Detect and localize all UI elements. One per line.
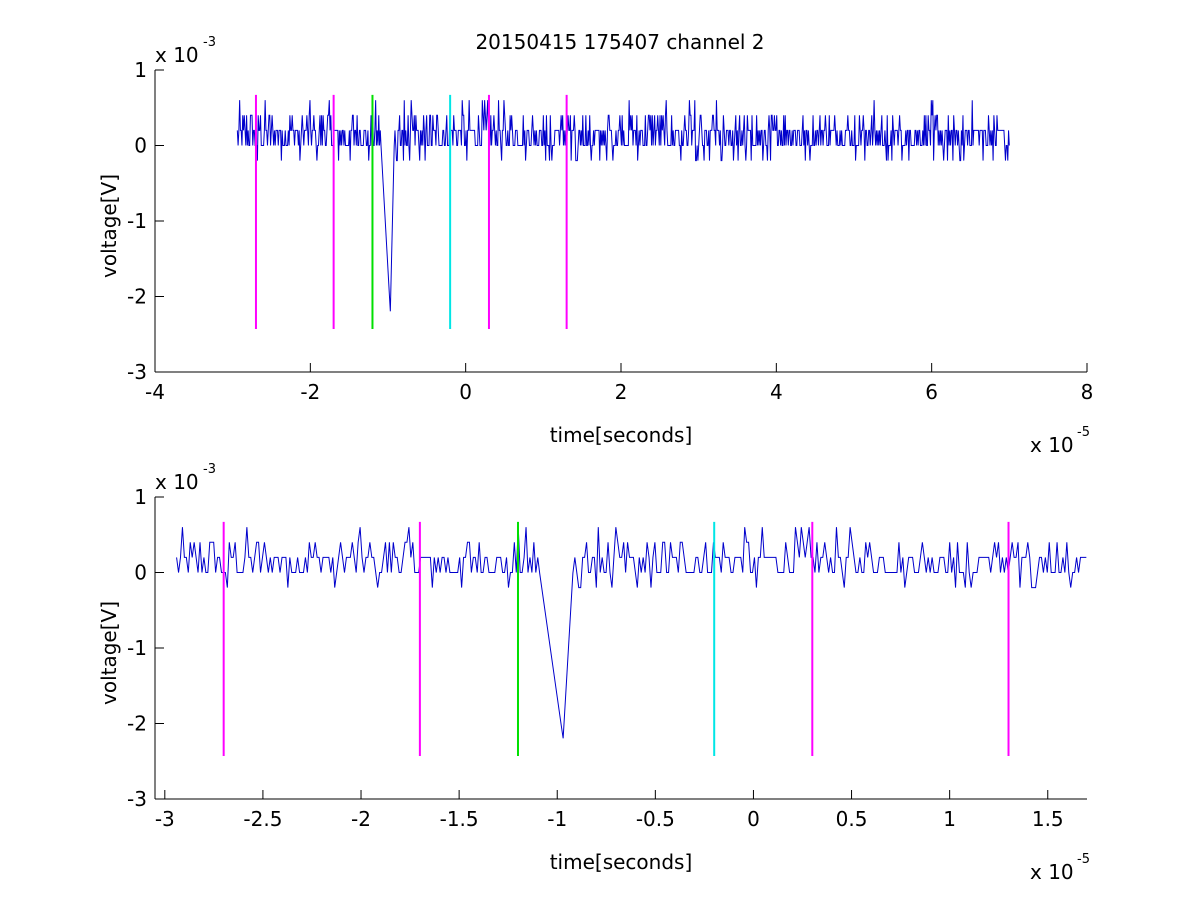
- x-tick-label: -1: [547, 807, 567, 831]
- x-exponent-power: -5: [1077, 852, 1090, 867]
- x-tick-label: -4: [145, 380, 165, 404]
- x-tick-label: 0.5: [836, 807, 868, 831]
- y-tick-label: -2: [127, 285, 147, 309]
- y-tick-label: 0: [134, 561, 147, 585]
- y-tick-label: -1: [127, 636, 147, 660]
- y-tick-label: 1: [134, 58, 147, 82]
- x-tick-label: 4: [770, 380, 783, 404]
- y-tick-label: -3: [127, 787, 147, 811]
- x-tick-label: -0.5: [636, 807, 675, 831]
- x-tick-label: -2.5: [243, 807, 282, 831]
- y-tick-label: -2: [127, 712, 147, 736]
- y-tick-label: -3: [127, 360, 147, 384]
- x-tick-label: 2: [615, 380, 628, 404]
- y-exponent-power: -3: [203, 35, 216, 50]
- signal-trace: [236, 100, 1010, 312]
- x-tick-label: -2: [300, 380, 320, 404]
- x-tick-label: 1: [943, 807, 956, 831]
- x-tick-label: 1.5: [1032, 807, 1064, 831]
- y-axis-label: voltage[V]: [97, 174, 121, 278]
- x-axis-label: time[seconds]: [550, 423, 693, 447]
- top-axes: -3 -2 -1 0 1 -4 -2 0 2 4 6 8 time[seconds] voltage[V]…: [97, 35, 1093, 457]
- y-exponent-power: -3: [203, 462, 216, 477]
- x-tick-label: 6: [925, 380, 938, 404]
- x-tick-label: -3: [155, 807, 175, 831]
- signal-trace: [176, 527, 1087, 739]
- y-tick-label: 0: [134, 134, 147, 158]
- x-exponent-label: x 10: [1030, 860, 1074, 884]
- bottom-axes: -3 -2 -1 0 1 -3 -2.5 -2 -1.5 -1 -0.5 0 0.5 1 1.5 time[s…: [97, 462, 1090, 884]
- x-tick-label: 8: [1081, 380, 1094, 404]
- x-tick-label: 0: [747, 807, 760, 831]
- x-tick-label: 0: [459, 380, 472, 404]
- x-tick-label: -1.5: [440, 807, 479, 831]
- y-tick-label: 1: [134, 485, 147, 509]
- figure-title: 20150415 175407 channel 2: [475, 30, 764, 54]
- x-tick-label: -2: [351, 807, 371, 831]
- y-tick-label: -1: [127, 209, 147, 233]
- y-exponent-label: x 10: [155, 43, 199, 67]
- x-axis-label: time[seconds]: [550, 850, 693, 874]
- x-exponent-power: -5: [1077, 425, 1090, 440]
- y-axis-label: voltage[V]: [97, 601, 121, 705]
- y-exponent-label: x 10: [155, 470, 199, 494]
- x-exponent-label: x 10: [1030, 433, 1074, 457]
